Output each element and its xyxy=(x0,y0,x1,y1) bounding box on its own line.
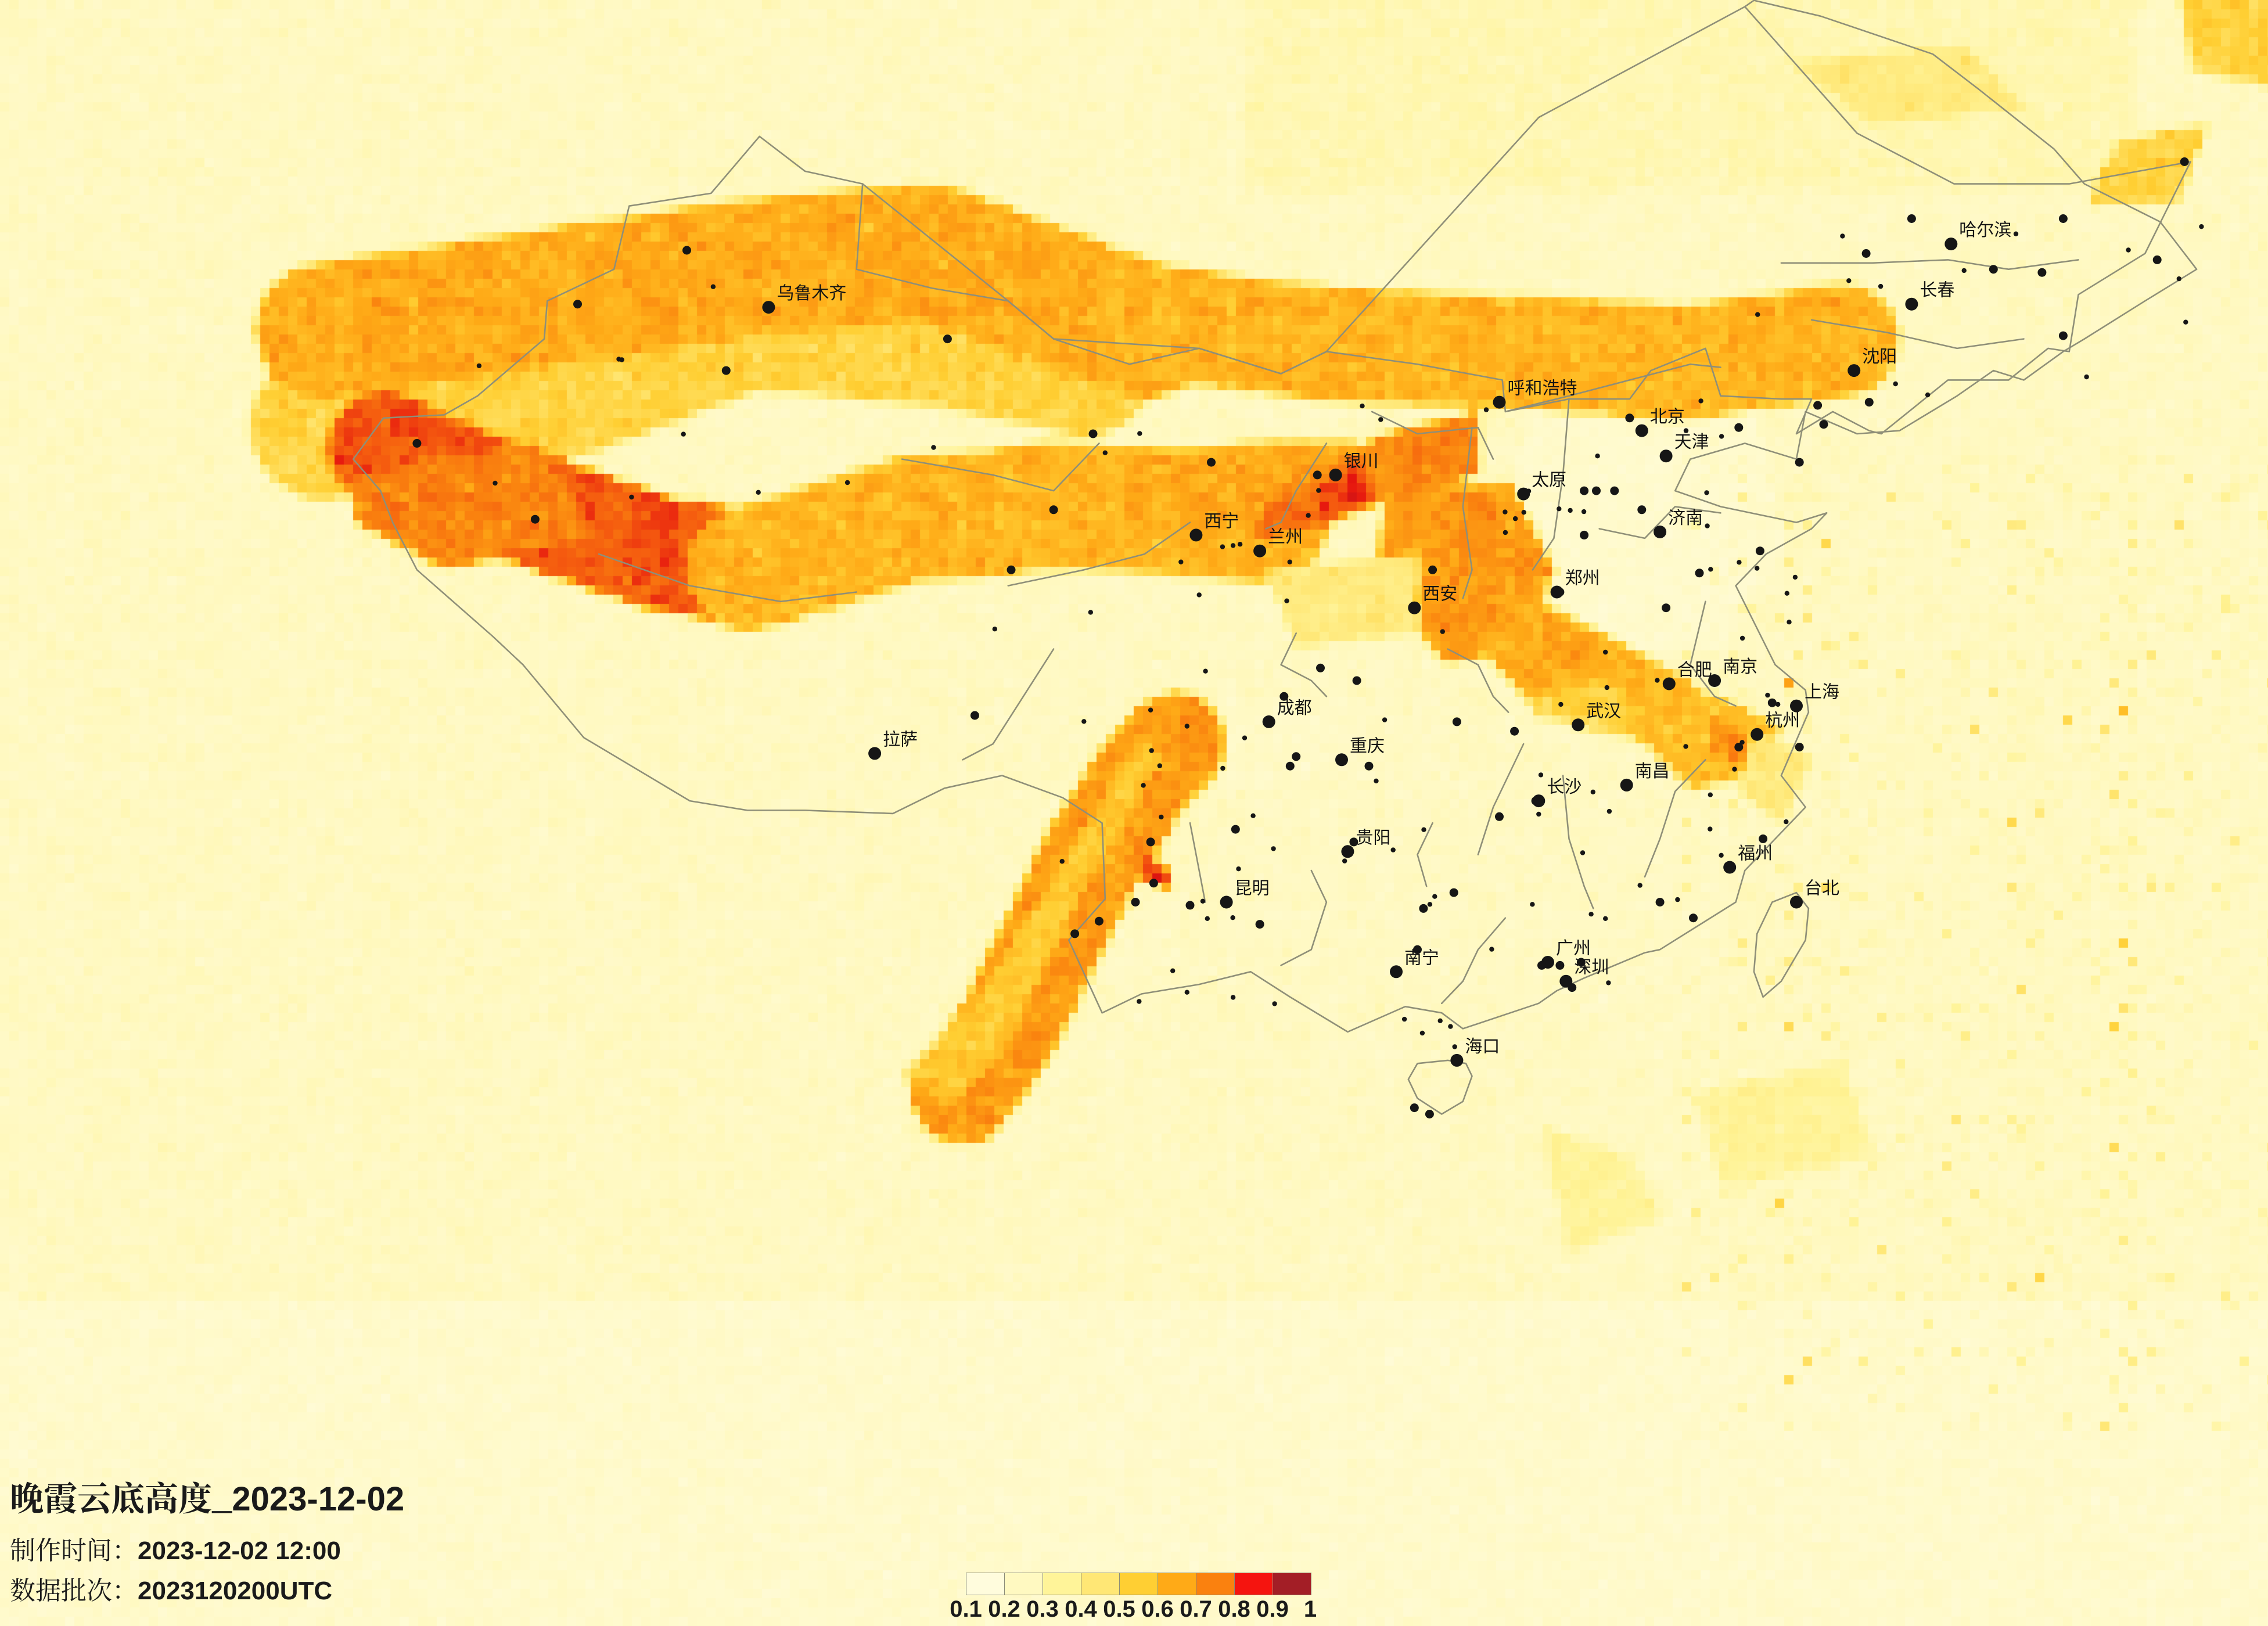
svg-text:深圳: 深圳 xyxy=(1574,953,1609,979)
svg-text:郑州: 郑州 xyxy=(1565,564,1600,589)
svg-text:济南: 济南 xyxy=(1668,503,1703,529)
svg-text:成都: 成都 xyxy=(1277,693,1312,719)
svg-text:沈阳: 沈阳 xyxy=(1862,342,1897,368)
svg-text:哈尔滨: 哈尔滨 xyxy=(1959,215,2011,241)
svg-text:天津: 天津 xyxy=(1674,427,1709,453)
svg-text:北京: 北京 xyxy=(1650,402,1685,428)
svg-text:太原: 太原 xyxy=(1532,466,1566,491)
svg-text:兰州: 兰州 xyxy=(1268,523,1303,548)
svg-text:南昌: 南昌 xyxy=(1635,757,1670,782)
svg-text:福州: 福州 xyxy=(1738,839,1773,865)
svg-text:杭州: 杭州 xyxy=(1765,706,1800,732)
svg-text:呼和浩特: 呼和浩特 xyxy=(1508,374,1577,400)
svg-text:武汉: 武汉 xyxy=(1586,696,1621,722)
svg-text:南京: 南京 xyxy=(1723,652,1757,678)
svg-text:海口: 海口 xyxy=(1465,1032,1500,1057)
svg-text:西宁: 西宁 xyxy=(1204,506,1239,532)
svg-text:南宁: 南宁 xyxy=(1404,943,1439,969)
svg-text:昆明: 昆明 xyxy=(1235,874,1270,900)
svg-text:西安: 西安 xyxy=(1422,580,1457,605)
svg-text:台北: 台北 xyxy=(1805,874,1839,900)
svg-text:长沙: 长沙 xyxy=(1547,772,1582,798)
svg-text:长春: 长春 xyxy=(1920,276,1954,301)
svg-text:贵阳: 贵阳 xyxy=(1356,823,1390,848)
svg-text:重庆: 重庆 xyxy=(1350,731,1385,757)
svg-text:银川: 银川 xyxy=(1344,447,1379,472)
svg-text:拉萨: 拉萨 xyxy=(883,725,918,750)
svg-text:上海: 上海 xyxy=(1805,678,1839,703)
svg-text:合肥: 合肥 xyxy=(1677,656,1712,681)
svg-text:乌鲁木齐: 乌鲁木齐 xyxy=(777,279,846,304)
